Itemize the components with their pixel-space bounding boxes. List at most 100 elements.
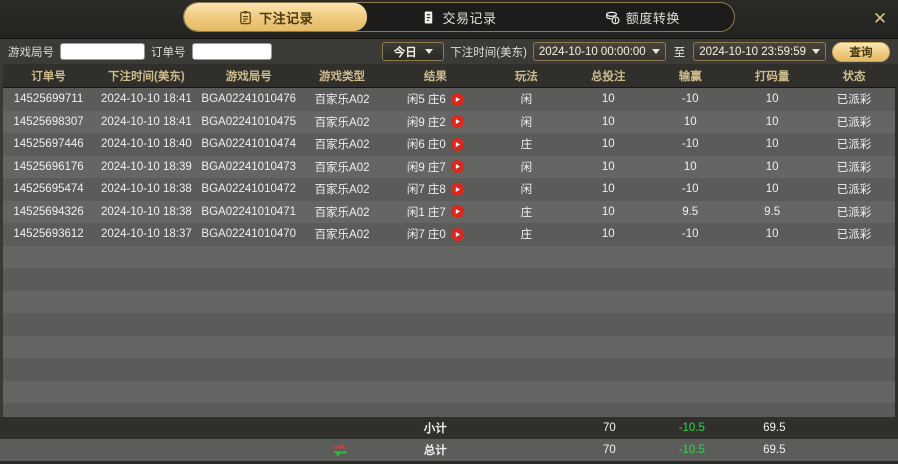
tab-credit-transfer[interactable]: 额度转换: [551, 3, 734, 31]
table-row[interactable]: 14525694326 2024-10-10 18:38 BGA0224101047…: [3, 200, 895, 223]
play-video-icon[interactable]: [450, 227, 464, 241]
tab-transaction-records[interactable]: 交易记录: [367, 3, 550, 31]
cell-time: 2024-10-10 18:41: [100, 115, 192, 128]
cell-status: 已派彩: [836, 206, 872, 219]
tab-label: 下注记录: [259, 10, 314, 26]
game-round-label: 游戏局号: [8, 46, 54, 59]
cell-status: 已派彩: [836, 139, 872, 152]
cell-game-type: 百家乐A02: [314, 116, 370, 129]
cell-order: 14525693612: [13, 228, 84, 241]
cell-rolling-amount: 10: [765, 228, 779, 241]
cell-result: 闲7 庄8: [385, 181, 485, 197]
cell-result: 闲9 庄7: [385, 159, 485, 175]
cell-game-type: 百家乐A02: [314, 206, 370, 219]
table-empty-row: [3, 245, 895, 268]
cell-order: 14525694326: [13, 205, 84, 218]
order-number-input[interactable]: [191, 43, 272, 60]
cell-result: 闲5 庄6: [385, 91, 485, 107]
cell-time: 2024-10-10 18:40: [100, 138, 192, 151]
window-tab-bar: 下注记录 交易记录 额度转换 ✕: [0, 0, 898, 38]
cell-time: 2024-10-10 18:39: [100, 160, 192, 173]
column-header-type[interactable]: 游戏类型: [319, 70, 366, 83]
cell-win-loss: -10: [681, 93, 699, 106]
date-to-input[interactable]: 2024-10-10 23:59:59: [693, 42, 826, 61]
column-header-winlose[interactable]: 输赢: [678, 70, 702, 83]
cell-game-type: 百家乐A02: [314, 139, 370, 152]
chevron-down-icon: [651, 49, 660, 54]
cell-play-type: 庄: [520, 139, 533, 152]
table-empty-row: [3, 380, 895, 403]
footer-rolling-amount: 69.5: [763, 422, 786, 434]
close-icon[interactable]: ✕: [872, 8, 888, 29]
cell-order: 14525699711: [13, 93, 84, 106]
chevron-down-icon: [424, 49, 433, 54]
order-number-label: 订单号: [151, 46, 186, 59]
cell-total-bet: 10: [601, 228, 615, 241]
table-empty-row: [3, 290, 895, 313]
table-row[interactable]: 14525697446 2024-10-10 18:40 BGA0224101047…: [3, 133, 895, 156]
footer-label: 总计: [423, 445, 447, 457]
coin-transfer-icon: [605, 11, 620, 24]
footer-row-total: 总计 70 -10.5 69.5: [0, 439, 898, 461]
footer-total-bet: 70: [602, 422, 616, 434]
table-row[interactable]: 14525693612 2024-10-10 18:37 BGA0224101047…: [3, 223, 895, 246]
play-video-icon[interactable]: [450, 137, 464, 151]
footer-total-bet: 70: [602, 444, 616, 456]
cell-order: 14525697446: [13, 138, 84, 151]
tab-group: 下注记录 交易记录 额度转换: [183, 2, 735, 32]
cell-play-type: 庄: [520, 229, 533, 242]
table-row[interactable]: 14525698307 2024-10-10 18:41 BGA0224101047…: [3, 110, 895, 133]
swap-arrows-icon: [333, 444, 348, 456]
column-header-status[interactable]: 状态: [842, 70, 866, 83]
table-empty-row: [3, 313, 895, 336]
table-empty-row: [3, 403, 895, 417]
cell-status: 已派彩: [836, 94, 872, 107]
cell-round: BGA02241010470: [201, 228, 297, 241]
date-from-input[interactable]: 2024-10-10 00:00:00: [532, 42, 666, 61]
play-video-icon[interactable]: [450, 205, 464, 219]
cell-rolling-amount: 10: [765, 138, 779, 151]
table-row[interactable]: 14525699711 2024-10-10 18:41 BGA0224101047…: [3, 88, 895, 111]
column-header-play[interactable]: 玩法: [514, 70, 538, 83]
table-row[interactable]: 14525695474 2024-10-10 18:38 BGA0224101047…: [3, 178, 895, 201]
play-video-icon[interactable]: [450, 92, 464, 106]
cell-time: 2024-10-10 18:41: [100, 93, 192, 106]
play-video-icon[interactable]: [450, 160, 464, 174]
table-row[interactable]: 14525696176 2024-10-10 18:39 BGA0224101047…: [3, 155, 895, 178]
cell-play-type: 庄: [520, 206, 533, 219]
cell-order: 14525698307: [13, 115, 84, 128]
play-video-icon[interactable]: [450, 115, 464, 129]
column-header-bet[interactable]: 总投注: [591, 70, 626, 83]
cell-total-bet: 10: [601, 93, 615, 106]
footer-icon-slot: [298, 444, 385, 456]
cell-game-type: 百家乐A02: [314, 94, 370, 107]
cell-result: 闲6 庄0: [385, 136, 485, 152]
query-button[interactable]: 查询: [832, 41, 890, 62]
chevron-down-icon: [812, 49, 820, 54]
column-header-round[interactable]: 游戏局号: [225, 70, 272, 83]
tab-betting-records[interactable]: 下注记录: [184, 3, 368, 31]
cell-result: 闲1 庄7: [385, 204, 485, 220]
cell-status: 已派彩: [836, 184, 872, 197]
cell-play-type: 闲: [520, 94, 533, 107]
cell-rolling-amount: 10: [765, 93, 779, 106]
cell-total-bet: 10: [601, 183, 615, 196]
cell-rolling-amount: 9.5: [764, 205, 781, 218]
column-header-order[interactable]: 订单号: [31, 70, 66, 83]
column-header-result[interactable]: 结果: [423, 70, 447, 83]
game-round-input[interactable]: [60, 43, 145, 60]
date-preset-select[interactable]: 今日: [382, 42, 445, 61]
footer-row-sub: 小计 70 -10.5 69.5: [0, 417, 898, 439]
cell-result: 闲9 庄2: [385, 114, 485, 130]
cell-play-type: 闲: [520, 116, 533, 129]
records-table: 订单号 下注时间(美东) 游戏局号 游戏类型 结果 玩法 总投注 输赢 打码量 状态 145256…: [0, 64, 898, 417]
cell-play-type: 闲: [520, 184, 533, 197]
column-header-time[interactable]: 下注时间(美东): [108, 70, 185, 83]
play-video-icon[interactable]: [450, 182, 464, 196]
cell-win-loss: 10: [683, 115, 697, 128]
cell-rolling-amount: 10: [765, 115, 779, 128]
column-header-rolling[interactable]: 打码量: [754, 70, 790, 83]
cell-time: 2024-10-10 18:38: [100, 183, 192, 196]
cell-round: BGA02241010473: [201, 160, 297, 173]
table-body[interactable]: 14525699711 2024-10-10 18:41 BGA0224101047…: [3, 88, 895, 417]
